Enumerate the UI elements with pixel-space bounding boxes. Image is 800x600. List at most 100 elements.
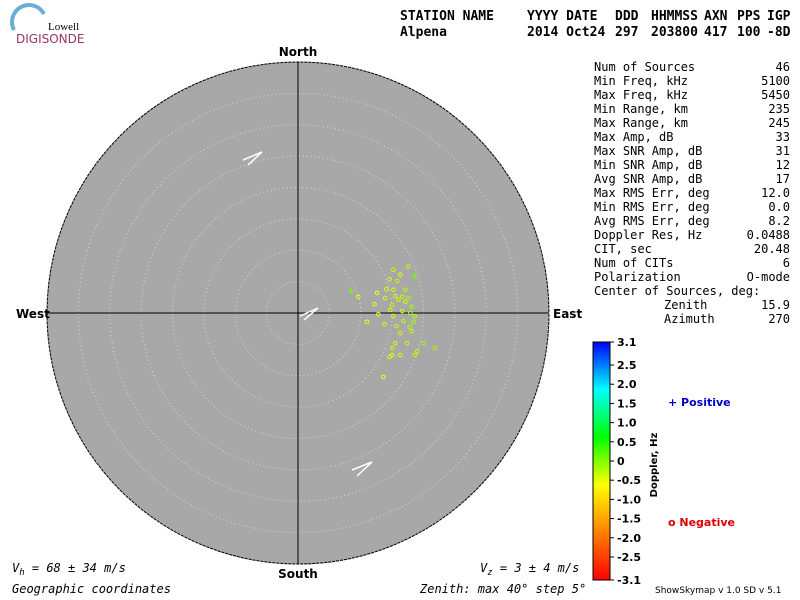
stat-value: 46: [776, 60, 790, 74]
stat-label: Min Range, km: [594, 102, 688, 116]
source-negative: [421, 340, 426, 346]
stat-label: CIT, sec: [594, 242, 652, 256]
stat-label: Max RMS Err, deg: [594, 186, 710, 200]
source-negative: [396, 297, 401, 303]
header-column: DDD: [615, 9, 639, 24]
source-negative: [389, 302, 395, 308]
source-positive: [411, 272, 418, 279]
colorbar-tick-label: 2.5: [617, 359, 637, 372]
source-negative: [414, 348, 420, 354]
north-label: North: [279, 45, 317, 59]
source-negative: [403, 287, 408, 293]
south-label: South: [278, 567, 318, 581]
source-negative: [392, 340, 398, 346]
colorbar-tick-label: 1.5: [617, 397, 637, 410]
stat-value: O-mode: [747, 270, 790, 284]
source-negative: [391, 313, 396, 319]
source-negative: [382, 321, 387, 327]
west-label: West: [16, 307, 50, 321]
drift-arrows: [242, 151, 373, 477]
source-negative: [382, 295, 388, 301]
colorbar-tick-label: 3.1: [617, 336, 637, 349]
stat-label: Avg RMS Err, deg: [594, 214, 710, 228]
stat-label: Max Range, km: [594, 116, 688, 130]
source-negative: [355, 294, 361, 299]
colorbar-title: Doppler, Hz: [649, 433, 660, 498]
source-negative: [376, 311, 381, 317]
source-negative: [399, 308, 405, 314]
colorbar-tick-label: 1.0: [617, 417, 637, 430]
zenith-label: Zenith: max 40° step 5°: [419, 582, 586, 596]
header-column: HHMMSS: [651, 9, 698, 24]
header-value: 2014 Oct24: [527, 25, 605, 40]
source-negative: [409, 304, 414, 310]
stat-label: Polarization: [594, 270, 681, 284]
stat-value: 8.2: [768, 214, 790, 228]
source-negative: [397, 272, 403, 278]
header-column: PPS: [737, 9, 761, 24]
logo-top: Lowell: [48, 21, 79, 33]
vh-label: Vh = 68 ± 34 m/s: [12, 561, 126, 578]
source-negative: [412, 352, 418, 358]
stat-value: 5100: [761, 74, 790, 88]
east-label: East: [553, 307, 582, 321]
center-label: Zenith: [664, 298, 707, 312]
stat-value: 20.48: [754, 242, 790, 256]
source-negative: [407, 324, 412, 330]
header-column: STATION NAME: [400, 9, 494, 24]
source-negative: [412, 313, 418, 319]
logo-bottom: DIGISONDE: [16, 32, 84, 46]
stat-value: 5450: [761, 88, 790, 102]
colorbar-tick-label: -3.1: [617, 574, 641, 587]
stat-value: 6: [783, 256, 790, 270]
stat-label: Max Freq, kHz: [594, 88, 688, 102]
header-column: AXN: [704, 9, 728, 24]
stat-value: 12: [776, 158, 790, 172]
stat-value: 245: [768, 116, 790, 130]
source-negative: [411, 319, 416, 325]
source-negative: [403, 299, 408, 305]
stat-value: 0.0: [768, 200, 790, 214]
stat-label: Min SNR Amp, dB: [594, 158, 702, 172]
header-value: -8D: [767, 25, 791, 40]
source-negative: [374, 290, 380, 296]
source-negative: [381, 374, 386, 380]
stat-value: 12.0: [761, 186, 790, 200]
header-column: IGP: [767, 9, 791, 24]
stat-value: 235: [768, 102, 790, 116]
source-negative: [394, 323, 399, 329]
drift-arrow: [242, 151, 263, 166]
header-value: 417: [704, 25, 727, 40]
source-negative: [387, 276, 392, 282]
header-column: YYYY DATE: [527, 9, 597, 24]
vh-sub: h: [19, 568, 24, 578]
source-negative: [432, 345, 438, 351]
colorbar-tick-label: -1.5: [617, 513, 641, 526]
vh-symbol: V: [12, 561, 20, 575]
stat-label: Avg SNR Amp, dB: [594, 172, 702, 186]
source-negative: [399, 294, 405, 299]
stat-label: Doppler Res, Hz: [594, 228, 702, 242]
stat-label: Min RMS Err, deg: [594, 200, 710, 214]
source-negative: [392, 293, 398, 299]
header-value: 100: [737, 25, 761, 40]
vz-symbol: V: [480, 561, 488, 575]
header-value: Alpena: [400, 25, 447, 40]
source-negative: [391, 287, 396, 293]
source-negative: [384, 286, 389, 292]
source-negative: [408, 310, 413, 316]
colorbar-tick-label: -2.0: [617, 532, 641, 545]
stat-label: Max SNR Amp, dB: [594, 144, 702, 158]
colorbar: [592, 341, 611, 581]
colorbar-tick-label: 0.5: [617, 436, 637, 449]
center-label: Azimuth: [664, 312, 715, 326]
header-value: 297: [615, 25, 638, 40]
logo-swoosh: [10, 3, 46, 31]
legend-positive: + Positive: [668, 396, 731, 409]
source-negative: [391, 267, 396, 273]
source-negative: [364, 319, 370, 325]
colorbar-tick-label: -2.5: [617, 551, 641, 564]
stat-label: Num of Sources: [594, 60, 695, 74]
source-negative: [387, 354, 392, 360]
